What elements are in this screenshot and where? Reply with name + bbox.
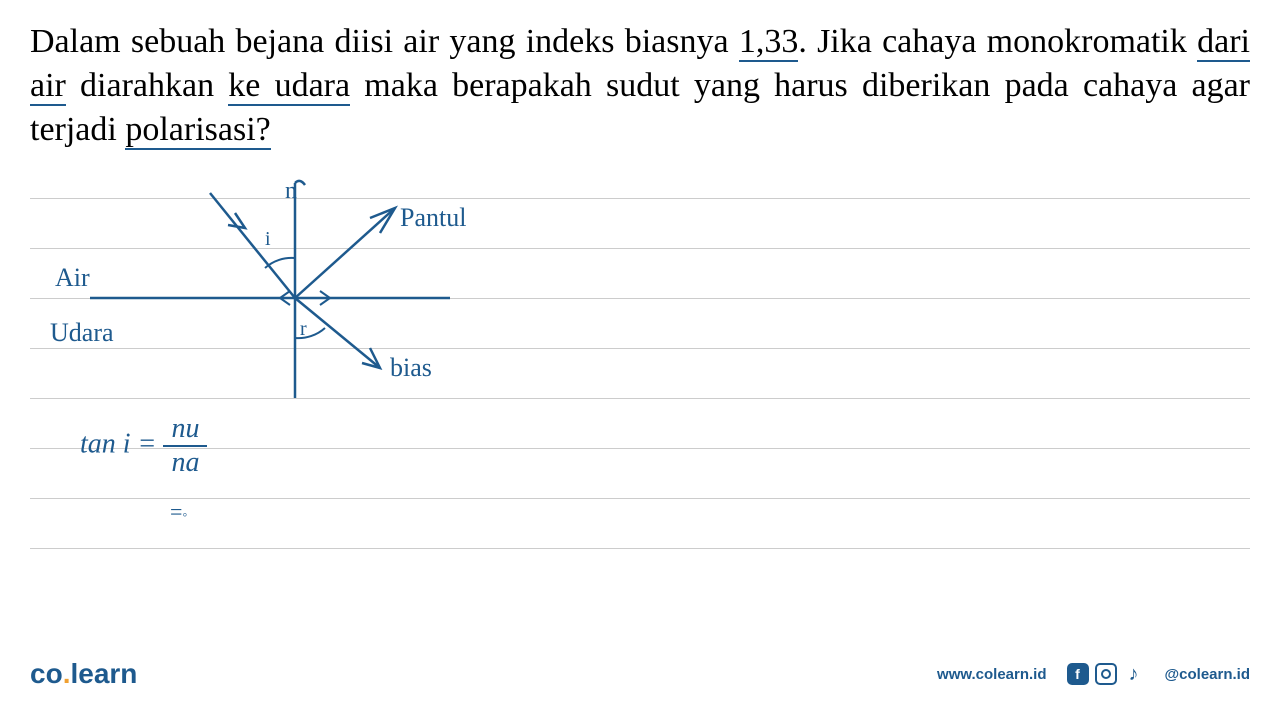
logo-co: co bbox=[30, 658, 63, 689]
logo-learn: learn bbox=[70, 658, 137, 689]
notebook-line bbox=[30, 448, 1250, 449]
logo: co.learn bbox=[30, 658, 137, 690]
question-text: Dalam sebuah bejana diisi air yang indek… bbox=[0, 0, 1280, 163]
notebook-line bbox=[30, 548, 1250, 549]
facebook-icon: f bbox=[1067, 663, 1089, 685]
notebook-line bbox=[30, 498, 1250, 499]
q-part-2: . Jika cahaya monokromatik bbox=[798, 23, 1197, 60]
q-part-7-underlined: polarisasi? bbox=[125, 111, 270, 150]
formula-lhs: tan i = bbox=[80, 428, 156, 459]
footer-right: www.colearn.id f ♪ @colearn.id bbox=[937, 663, 1250, 685]
q-part-0: Dalam sebuah bejana diisi air yang indek… bbox=[30, 23, 739, 60]
work-area: n Pantul Air Udara bias i r tan i = nu n… bbox=[0, 173, 1280, 613]
label-angle-r: r bbox=[300, 318, 307, 341]
label-bias: bias bbox=[390, 353, 432, 383]
social-icons: f ♪ bbox=[1067, 663, 1145, 685]
formula-numerator: nu bbox=[163, 413, 207, 447]
ray-diagram bbox=[50, 173, 550, 403]
footer-url: www.colearn.id bbox=[937, 666, 1046, 683]
footer-handle: @colearn.id bbox=[1165, 666, 1250, 683]
tiktok-icon: ♪ bbox=[1123, 663, 1145, 685]
q-part-5-underlined: ke udara bbox=[228, 67, 350, 106]
label-angle-i: i bbox=[265, 228, 271, 251]
q-part-1-underlined: 1,33 bbox=[739, 23, 799, 62]
label-udara: Udara bbox=[50, 318, 114, 348]
formula-equals2: = bbox=[170, 499, 182, 524]
formula-denominator: na bbox=[163, 447, 207, 479]
label-air: Air bbox=[55, 263, 90, 293]
instagram-icon bbox=[1095, 663, 1117, 685]
formula-area: tan i = nu na =◦ bbox=[80, 413, 207, 525]
label-normal: n bbox=[285, 178, 297, 205]
footer: co.learn www.colearn.id f ♪ @colearn.id bbox=[0, 658, 1280, 690]
label-reflected: Pantul bbox=[400, 203, 466, 233]
q-part-4: diarahkan bbox=[66, 67, 228, 104]
formula-fraction: nu na bbox=[163, 413, 207, 479]
